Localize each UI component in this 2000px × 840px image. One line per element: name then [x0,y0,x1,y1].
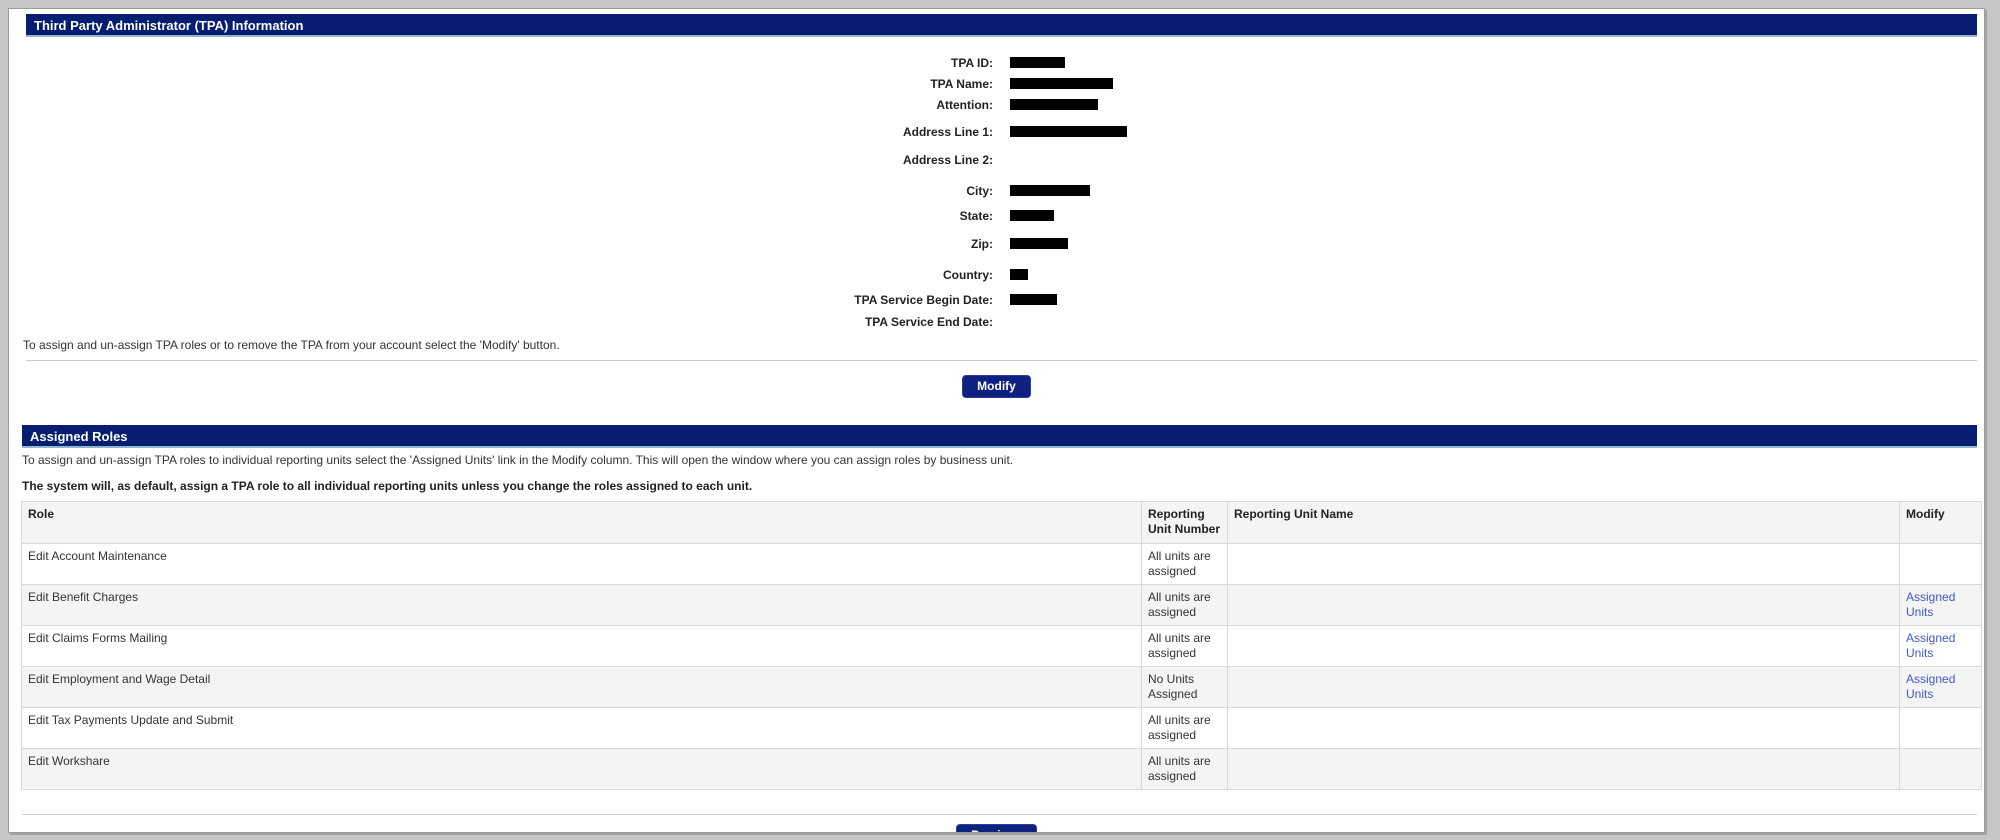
address-line-1-label: Address Line 1: [902,124,993,139]
state-redacted-value [1010,210,1054,221]
modify-column-header: Modify [1899,501,1982,544]
reporting-unit-number-column-header: Reporting Unit Number [1141,501,1228,544]
reporting-unit-number-cell: All units are assigned [1141,543,1228,585]
form-row-address-line-2: Address Line 2: [9,149,1984,170]
city-redacted-value [1010,185,1090,196]
role-cell: Edit Tax Payments Update and Submit [21,707,1142,749]
table-row: Edit Account Maintenance All units are a… [21,543,1982,585]
divider-above-modify [26,360,1977,361]
city-label: City: [966,183,993,198]
reporting-unit-name-cell [1227,707,1900,749]
modify-cell [1899,543,1982,585]
reporting-unit-number-cell: No Units Assigned [1141,666,1228,708]
reporting-unit-number-cell: All units are assigned [1141,625,1228,667]
country-label: Country: [943,267,993,282]
default-assignment-note: The system will, as default, assign a TP… [22,479,753,493]
table-row: Edit Benefit Charges All units are assig… [21,584,1982,626]
assigned-units-link[interactable]: Assigned Units [1906,631,1956,660]
modify-cell: Assigned Units [1899,666,1982,708]
tpa-id-label: TPA ID: [951,55,993,70]
attention-label: Attention: [936,97,993,112]
assigned-roles-section-header: Assigned Roles [22,425,1977,448]
service-begin-date-redacted-value [1010,294,1057,305]
tpa-name-redacted-value [1010,78,1113,89]
modify-cell [1899,748,1982,790]
form-row-city: City: [9,180,1984,201]
table-header-row: Role Reporting Unit Number Reporting Uni… [21,501,1982,544]
divider-above-previous [22,814,1977,815]
tpa-id-redacted-value [1010,57,1065,68]
form-row-country: Country: [9,264,1984,285]
reporting-unit-number-cell: All units are assigned [1141,748,1228,790]
tpa-form: TPA ID: TPA Name: Attention: Address Lin… [9,52,1984,332]
assigned-roles-table: Role Reporting Unit Number Reporting Uni… [21,501,1982,790]
reporting-unit-name-cell [1227,625,1900,667]
modify-instruction-text: To assign and un-assign TPA roles or to … [23,338,560,352]
role-cell: Edit Claims Forms Mailing [21,625,1142,667]
form-row-tpa-id: TPA ID: [9,52,1984,73]
reporting-unit-name-cell [1227,543,1900,585]
zip-label: Zip: [971,236,993,251]
form-row-zip: Zip: [9,233,1984,254]
form-row-address-line-1: Address Line 1: [9,121,1984,142]
form-row-service-end-date: TPA Service End Date: [9,311,1984,332]
modify-cell [1899,707,1982,749]
modify-cell: Assigned Units [1899,584,1982,626]
assigned-units-link[interactable]: Assigned Units [1906,672,1956,701]
previous-button[interactable]: Previous [956,824,1037,832]
role-column-header: Role [21,501,1142,544]
form-row-state: State: [9,205,1984,226]
form-row-attention: Attention: [9,94,1984,115]
address-line-1-redacted-value [1010,126,1127,137]
reporting-unit-name-cell [1227,666,1900,708]
modify-button[interactable]: Modify [962,375,1031,398]
assigned-roles-section-title: Assigned Roles [30,429,128,444]
table-row: Edit Workshare All units are assigned [21,748,1982,790]
country-redacted-value [1010,269,1028,280]
page-window: Third Party Administrator (TPA) Informat… [8,8,1985,833]
role-cell: Edit Account Maintenance [21,543,1142,585]
tpa-name-label: TPA Name: [930,76,993,91]
role-cell: Edit Benefit Charges [21,584,1142,626]
zip-redacted-value [1010,238,1068,249]
reporting-unit-number-cell: All units are assigned [1141,707,1228,749]
table-row: Edit Tax Payments Update and Submit All … [21,707,1982,749]
table-row: Edit Claims Forms Mailing All units are … [21,625,1982,667]
reporting-unit-name-column-header: Reporting Unit Name [1227,501,1900,544]
reporting-unit-number-cell: All units are assigned [1141,584,1228,626]
service-begin-date-label: TPA Service Begin Date: [854,292,993,307]
role-cell: Edit Workshare [21,748,1142,790]
attention-redacted-value [1010,99,1098,110]
reporting-unit-name-cell [1227,584,1900,626]
tpa-section-header: Third Party Administrator (TPA) Informat… [26,14,1977,37]
table-row: Edit Employment and Wage Detail No Units… [21,666,1982,708]
assigned-units-instruction-text: To assign and un-assign TPA roles to ind… [22,453,1014,467]
service-end-date-label: TPA Service End Date: [864,314,993,329]
assigned-units-link[interactable]: Assigned Units [1906,590,1956,619]
tpa-section-title: Third Party Administrator (TPA) Informat… [34,18,304,33]
form-row-service-begin-date: TPA Service Begin Date: [9,289,1984,310]
address-line-2-label: Address Line 2: [902,152,993,167]
modify-cell: Assigned Units [1899,625,1982,667]
state-label: State: [959,208,993,223]
role-cell: Edit Employment and Wage Detail [21,666,1142,708]
form-row-tpa-name: TPA Name: [9,73,1984,94]
reporting-unit-name-cell [1227,748,1900,790]
